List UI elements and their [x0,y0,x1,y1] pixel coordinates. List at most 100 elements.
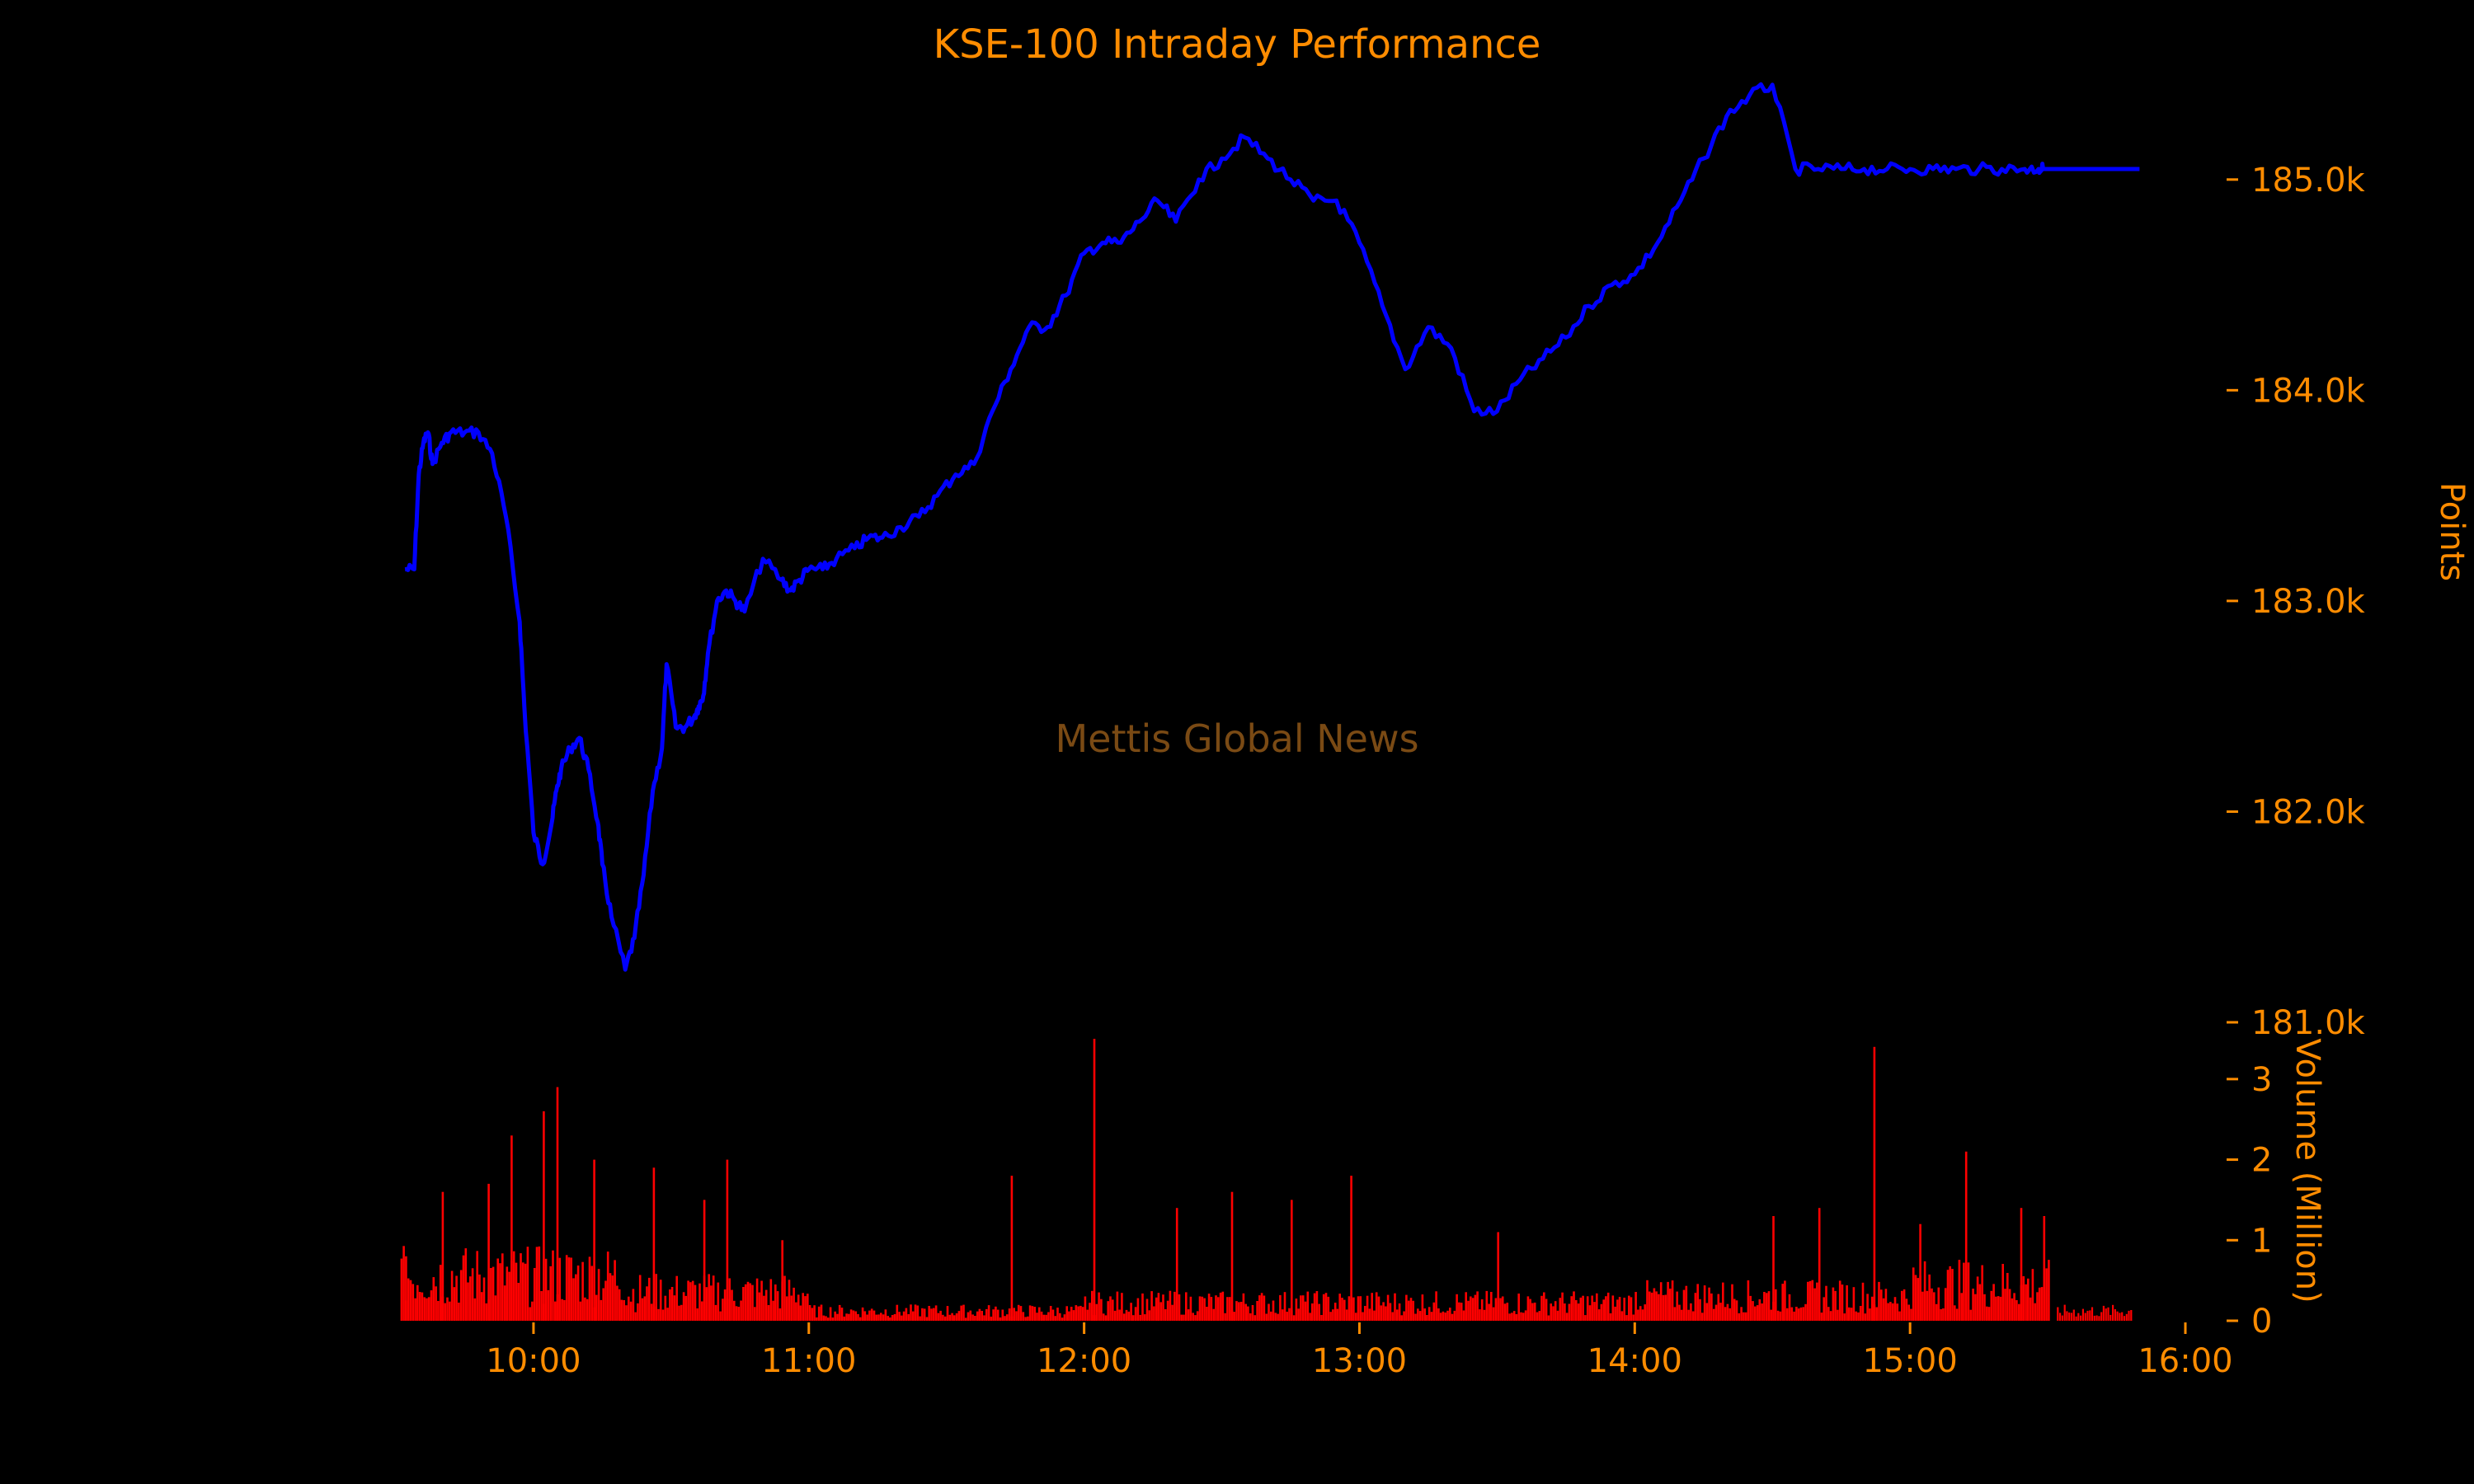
volume-bar [462,1255,465,1321]
volume-bar [1430,1312,1433,1321]
volume-bar [1077,1306,1079,1321]
volume-bar [1155,1297,1158,1321]
volume-bar [737,1307,741,1321]
volume-bar [1226,1297,1229,1321]
volume-bar [1265,1313,1268,1321]
volume-bar [1382,1302,1385,1321]
volume-bar [1744,1312,1747,1321]
volume-bar [1832,1287,1835,1321]
volume-bar [1412,1300,1414,1321]
volume-bar [522,1262,524,1321]
volume-spike [1497,1232,1499,1321]
volume-bar [1543,1292,1545,1321]
after-hours-volume-bar [2100,1312,2103,1321]
volume-bar [845,1313,848,1321]
volume-bar [2004,1289,2006,1321]
volume-bar [1691,1311,1695,1321]
volume-bar [1593,1302,1596,1321]
volume-spike [703,1200,706,1321]
volume-bar [1174,1291,1176,1321]
volume-bar [1685,1285,1688,1321]
volume-bar [755,1278,759,1321]
volume-bar [416,1284,419,1321]
volume-bar [439,1265,442,1321]
volume-bar [673,1295,676,1321]
volume-bar [549,1266,552,1321]
volume-bar [999,1317,1002,1321]
volume-bar [1714,1304,1718,1321]
volume-bar [1458,1302,1460,1321]
volume-bar [575,1274,577,1321]
volume-bar [1467,1300,1470,1321]
volume-bar [1524,1310,1527,1321]
volume-spike [405,1256,407,1321]
after-hours-volume-bar [2116,1311,2119,1321]
volume-bar [778,1308,782,1321]
volume-bar [1132,1315,1135,1321]
volume-bar [1912,1267,1915,1321]
volume-bar [967,1312,970,1321]
volume-bar [590,1266,594,1321]
volume-bar [1159,1302,1162,1321]
volume-bar [964,1317,967,1321]
volume-bar [659,1280,662,1321]
volume-bar [746,1281,750,1321]
volume-bar [1297,1308,1300,1321]
volume-bar [675,1275,678,1321]
volume-bar [1799,1307,1803,1321]
volume-bar [1386,1294,1390,1321]
volume-bar [1373,1310,1376,1321]
volume-bar [1022,1312,1025,1321]
volume-bar [971,1314,974,1321]
volume-bar [1763,1292,1766,1321]
volume-bar [1963,1262,1965,1321]
volume-bar [974,1316,976,1321]
volume-bar [1903,1289,1906,1321]
volume-bar [490,1268,492,1321]
volume-bar [473,1298,477,1321]
volume-bar [1628,1295,1630,1321]
volume-bar [1338,1294,1341,1321]
volume-bar [1848,1307,1851,1321]
volume-bar [600,1299,603,1321]
volume-spike [1350,1176,1352,1321]
volume-bar [494,1295,497,1321]
volume-bar [1075,1305,1078,1321]
after-hours-volume-bar [2125,1313,2128,1321]
volume-bar [1526,1296,1530,1321]
volume-bar [1646,1280,1649,1321]
volume-bar [712,1275,715,1321]
volume-bar [1896,1303,1899,1321]
volume-bar [2038,1287,2041,1321]
after-hours-volume-bar [2091,1307,2094,1321]
volume-bar [1460,1303,1463,1321]
volume-bar [1705,1303,1709,1321]
volume-bar [843,1316,846,1321]
volume-bar [942,1314,944,1321]
volume-bar [939,1310,942,1321]
volume-bar [978,1308,981,1321]
volume-bar [1371,1293,1373,1321]
volume-bar [1978,1284,1982,1321]
volume-bar [584,1297,586,1321]
after-hours-volume-bar [2077,1313,2080,1321]
volume-bar [1394,1293,1396,1321]
volume-bar [951,1313,953,1321]
volume-bar [1907,1304,1910,1321]
volume-bar [714,1304,717,1321]
volume-bar [1770,1309,1772,1321]
volume-bar [1942,1308,1945,1321]
volume-bar [1485,1290,1489,1321]
volume-bar [838,1304,841,1321]
volume-bar [1726,1303,1729,1321]
volume-bar [1682,1289,1686,1321]
volume-bar [1019,1306,1023,1321]
volume-bar [1639,1306,1642,1321]
volume-bar [1260,1293,1263,1321]
volume-bar [1125,1309,1128,1321]
volume-bar [1765,1293,1768,1321]
volume-bar [1017,1304,1020,1321]
volume-bar [1552,1306,1554,1321]
volume-bar [666,1308,669,1321]
